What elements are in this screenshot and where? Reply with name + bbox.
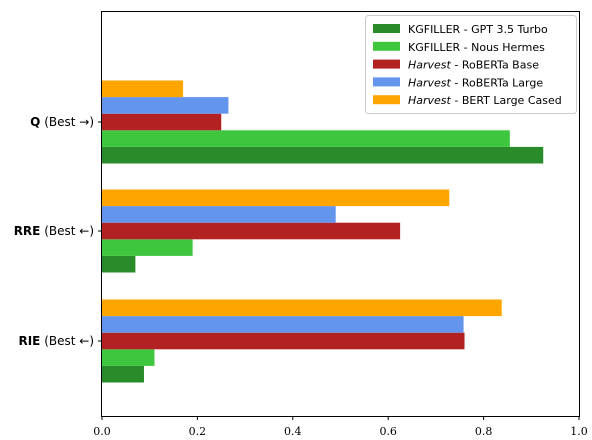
legend-swatch [373, 24, 400, 33]
x-tick-label: 1.0 [570, 425, 588, 438]
bars-group [102, 80, 544, 383]
legend-entry: KGFILLER - GPT 3.5 Turbo [408, 23, 548, 36]
legend-box [365, 15, 577, 114]
x-tick-label: 0.8 [475, 425, 493, 438]
legend-swatch [373, 59, 400, 69]
y-category-label: Q (Best →) [30, 115, 94, 129]
legend-swatch [373, 41, 400, 51]
bar-1-3 [102, 206, 336, 223]
bar-1-0 [102, 255, 136, 273]
legend-entry: Harvest - BERT Large Cased [408, 94, 562, 107]
axes-frame [101, 11, 580, 417]
x-tick-label: 0.4 [284, 425, 302, 438]
bar-2-2 [102, 332, 465, 350]
bar-2-4 [102, 299, 502, 317]
legend-swatch [373, 95, 400, 105]
x-tick-label: 0.0 [93, 425, 111, 438]
legend-entry: Harvest - RoBERTa Base [408, 59, 539, 72]
legend: KGFILLER - GPT 3.5 Turbo KGFILLER - Nous … [365, 15, 577, 114]
bar-0-2 [102, 113, 222, 131]
legend-entry: KGFILLER - Nous Hermes [408, 41, 545, 54]
y-axis-ticks: Q (Best →) RRE (Best ←) RIE (Best ←) [14, 115, 102, 348]
x-tick-label: 0.6 [379, 425, 397, 438]
bar-0-4 [102, 80, 184, 98]
y-category-label: RRE (Best ←) [14, 224, 94, 238]
x-tick-label: 0.2 [189, 425, 207, 438]
bar-2-3 [102, 316, 464, 333]
bar-0-1 [102, 130, 510, 147]
legend-entry: Harvest - RoBERTa Large [408, 76, 543, 89]
x-axis-ticks: 0.0 0.2 0.4 0.6 0.8 1.0 [93, 416, 588, 438]
legend-swatch [373, 77, 400, 87]
bar-0-3 [102, 97, 229, 114]
bar-1-1 [102, 239, 193, 256]
bar-1-2 [102, 222, 401, 240]
bar-2-1 [102, 349, 155, 366]
y-category-label: RIE (Best ←) [18, 334, 94, 348]
bar-0-0 [102, 146, 544, 164]
bar-2-0 [102, 365, 144, 383]
bar-1-4 [102, 189, 450, 207]
